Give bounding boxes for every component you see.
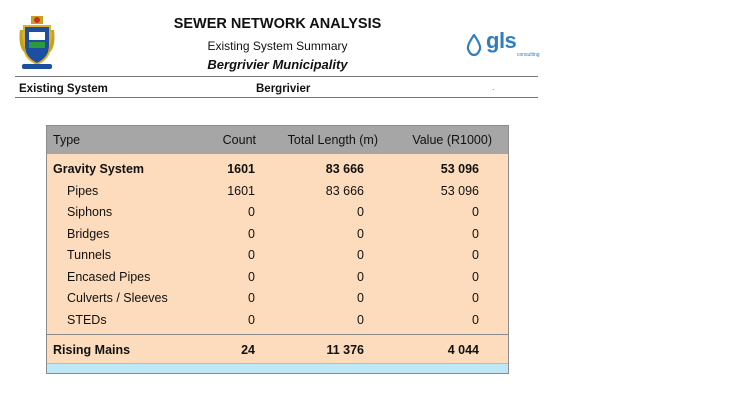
report-title: SEWER NETWORK ANALYSIS [173,16,382,32]
row-count: 1601 [227,162,255,176]
header-count: Count [222,133,256,147]
row-type: Gravity System [53,162,145,176]
water-drop-icon [466,34,482,56]
row-type: Tunnels [67,248,112,262]
system-value: Bergrivier [256,83,311,95]
row-total-length: 0 [357,313,364,327]
row-type: Encased Pipes [67,270,151,284]
table-footer-band [47,363,508,373]
row-total-length: 0 [357,205,364,219]
table-separator [47,334,508,335]
row-type: Rising Mains [53,343,131,357]
row-type: Siphons [67,205,113,219]
row-type: Culverts / Sleeves [67,291,168,305]
row-count: 0 [248,313,255,327]
header-divider [15,76,538,77]
municipality-name: Bergrivier Municipality [207,57,348,72]
row-total-length: 0 [357,291,364,305]
table-header-band [47,126,508,154]
row-type: Bridges [67,227,110,241]
table-row: Pipes 1601 83 666 53 096 [47,184,508,204]
table-row: Siphons 0 0 0 [47,205,508,225]
header-type: Type [53,133,81,147]
table-row: Culverts / Sleeves 0 0 0 [47,291,508,311]
table-header-row: Type Count Total Length (m) Value (R1000… [47,133,508,153]
summary-table: Type Count Total Length (m) Value (R1000… [46,125,509,374]
gls-logo-subtext: consulting [517,52,540,58]
report-subtitle: Existing System Summary [207,39,348,53]
row-total-length: 83 666 [325,162,364,176]
gls-logo-text: gls [486,28,517,53]
table-row: STEDs 0 0 0 [47,313,508,333]
row-count: 0 [248,270,255,284]
row-count: 1601 [227,184,255,198]
table-row: Bridges 0 0 0 [47,227,508,247]
row-total-length: 0 [357,270,364,284]
row-value: 53 096 [440,184,479,198]
row-value: 0 [472,227,479,241]
row-total-length: 0 [357,248,364,262]
row-total-length: 0 [357,227,364,241]
header-total-length: Total Length (m) [287,133,378,147]
row-value: 4 044 [447,343,479,357]
row-total-length: 11 376 [326,343,364,357]
row-value: 0 [472,205,479,219]
municipal-crest-logo [19,16,55,69]
row-count: 0 [248,291,255,305]
row-total-length: 83 666 [325,184,364,198]
row-value: 0 [472,248,479,262]
table-row: Rising Mains 24 11 376 4 044 [47,343,508,363]
table-row: Gravity System 1601 83 666 53 096 [47,162,508,182]
row-value: 53 096 [440,162,479,176]
row-type: Pipes [67,184,99,198]
table-row: Tunnels 0 0 0 [47,248,508,268]
row-count: 24 [241,343,255,357]
row-value: 0 [472,270,479,284]
system-label: Existing System [19,83,108,95]
row-count: 0 [248,227,255,241]
header-value: Value (R1000) [412,133,492,147]
row-count: 0 [248,205,255,219]
row-value: 0 [472,313,479,327]
row-count: 0 [248,248,255,262]
table-row: Encased Pipes 0 0 0 [47,270,508,290]
info-divider [15,97,538,98]
row-value: 0 [472,291,479,305]
info-dot: . [492,82,495,92]
row-type: STEDs [67,313,107,327]
